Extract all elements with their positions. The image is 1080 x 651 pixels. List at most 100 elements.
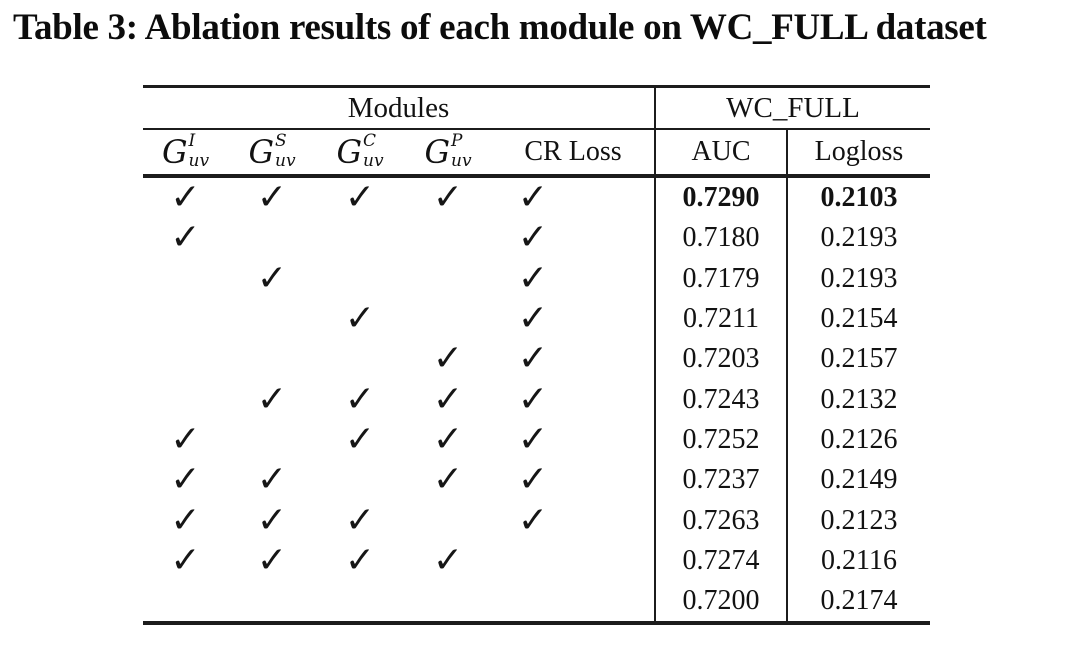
- logloss-cell: 0.2123: [820, 504, 898, 536]
- logloss-cell: 0.2132: [820, 383, 898, 415]
- group-header-row: Modules WC_FULL: [143, 86, 930, 130]
- table-row: ✓ ✓ 0.7179 0.2193: [143, 258, 930, 299]
- check-cell: ✓: [170, 460, 201, 501]
- dataset-group-header: WC_FULL: [655, 86, 930, 130]
- table-row: ✓ ✓ 0.7203 0.2157: [143, 339, 930, 380]
- check-cell: ✓: [256, 540, 288, 581]
- check-cell: ✓: [170, 540, 201, 581]
- check-cell: [143, 339, 228, 379]
- check-cell: [316, 259, 404, 299]
- logloss-cell: 0.2157: [820, 343, 898, 375]
- check-cell: ✓: [256, 460, 288, 501]
- check-cell: [404, 259, 492, 299]
- check-cell: [143, 299, 228, 339]
- check-cell: ✓: [170, 500, 201, 541]
- check-cell: ✓: [256, 500, 288, 541]
- logloss-cell: 0.2174: [820, 585, 898, 617]
- auc-cell: 0.7274: [655, 540, 788, 581]
- check-cell: ✓: [432, 379, 464, 420]
- auc-cell: 0.7290: [655, 176, 788, 219]
- check-cell: [404, 581, 492, 623]
- check-cell: [143, 581, 228, 623]
- check-cell: [228, 218, 316, 258]
- table-caption: Table 3: Ablation results of each module…: [13, 7, 987, 48]
- logloss-cell: 0.2193: [820, 262, 898, 294]
- check-cell: ✓: [170, 218, 201, 259]
- logloss-cell: 0.2126: [820, 423, 898, 455]
- check-cell: [492, 580, 656, 624]
- check-cell: ✓: [492, 500, 656, 541]
- check-cell: ✓: [256, 258, 288, 299]
- table-row: ✓ ✓ ✓ ✓ ✓ 0.7290 0.2103: [143, 176, 930, 219]
- logloss-cell: 0.2103: [820, 182, 898, 214]
- check-cell: ✓: [432, 339, 464, 380]
- auc-cell: 0.7180: [655, 218, 788, 259]
- check-cell: [404, 299, 492, 339]
- auc-cell: 0.7243: [655, 379, 788, 420]
- check-cell: [143, 379, 228, 419]
- check-cell: ✓: [256, 177, 288, 219]
- check-cell: [316, 581, 404, 623]
- table-row: ✓ ✓ 0.7180 0.2193: [143, 218, 930, 259]
- check-cell: ✓: [432, 540, 464, 581]
- table-row: ✓ ✓ 0.7211 0.2154: [143, 298, 930, 340]
- check-cell: ✓: [492, 419, 656, 461]
- table-row: ✓ ✓ ✓ ✓ 0.7237 0.2149: [143, 460, 930, 501]
- auc-cell: 0.7200: [655, 580, 788, 624]
- logloss-cell: 0.2193: [820, 222, 898, 254]
- check-cell: ✓: [344, 419, 376, 460]
- check-cell: [228, 420, 316, 460]
- table-row: ✓ ✓ ✓ ✓ 0.7243 0.2132: [143, 379, 930, 420]
- col-header-logloss: Logloss: [787, 129, 930, 178]
- check-cell: ✓: [492, 258, 656, 299]
- auc-cell: 0.7263: [655, 500, 788, 541]
- table-row: ✓ ✓ ✓ ✓ 0.7263 0.2123: [143, 500, 930, 541]
- check-cell: ✓: [344, 177, 376, 219]
- check-cell: [228, 299, 316, 339]
- col-header-auc: AUC: [655, 129, 788, 178]
- check-cell: ✓: [170, 177, 201, 219]
- table-row: ✓ ✓ ✓ ✓ 0.7252 0.2126: [143, 419, 930, 461]
- check-cell: ✓: [344, 298, 376, 340]
- auc-cell: 0.7237: [655, 460, 788, 501]
- check-cell: ✓: [344, 379, 376, 420]
- col-header-cr-loss: CR Loss: [492, 129, 656, 178]
- check-cell: ✓: [492, 460, 656, 501]
- table-row: ✓ ✓ ✓ ✓ 0.7274 0.2116: [143, 540, 930, 581]
- check-cell: ✓: [432, 460, 464, 501]
- check-cell: ✓: [432, 419, 464, 460]
- check-cell: ✓: [344, 500, 376, 541]
- logloss-cell: 0.2154: [820, 303, 898, 335]
- auc-cell: 0.7179: [655, 258, 788, 299]
- check-cell: [404, 218, 492, 258]
- check-cell: ✓: [492, 379, 656, 420]
- check-cell: ✓: [492, 176, 656, 219]
- table-row: 0.7200 0.2174: [143, 580, 930, 624]
- check-cell: [228, 581, 316, 623]
- check-cell: [228, 339, 316, 379]
- modules-group-header: Modules: [143, 86, 656, 130]
- check-cell: ✓: [492, 218, 656, 259]
- check-cell: [404, 500, 492, 540]
- logloss-cell: 0.2116: [821, 544, 897, 576]
- check-cell: [316, 460, 404, 500]
- check-cell: ✓: [170, 419, 201, 460]
- check-cell: ✓: [432, 177, 464, 219]
- check-cell: [316, 218, 404, 258]
- check-cell: ✓: [256, 379, 288, 420]
- check-cell: ✓: [492, 298, 656, 340]
- check-cell: ✓: [492, 339, 656, 380]
- logloss-cell: 0.2149: [820, 464, 898, 496]
- auc-cell: 0.7203: [655, 339, 788, 380]
